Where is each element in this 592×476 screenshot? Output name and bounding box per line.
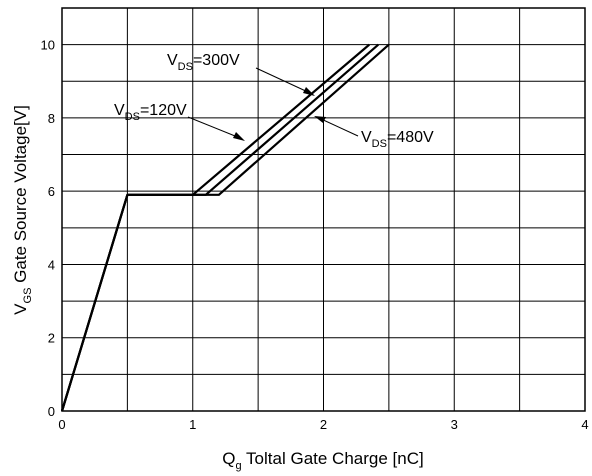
series-line-vds-480v [60,43,390,412]
y-tick-label: 0 [48,404,55,419]
x-tick-label: 2 [320,417,327,432]
leader-arrow-120v [233,132,245,141]
grid-lines [62,8,585,411]
y-tick-label: 10 [41,38,55,53]
leader-line-120v [187,116,241,139]
series-curves [60,43,390,412]
leader-arrow-480v [314,116,326,123]
annotation-vds-120v: VDS=120V [114,102,245,141]
x-tick-label: 3 [451,417,458,432]
y-tick-label: 6 [48,184,55,199]
leader-arrow-300v [303,87,315,96]
x-tick-label: 1 [189,417,196,432]
y-tick-label: 2 [48,331,55,346]
series-label-120v: VDS=120V [114,102,187,123]
leader-line-300v [255,67,311,94]
tick-labels: 0 1 2 3 4 0 2 4 6 8 10 [41,38,589,432]
y-axis-title: VGS Gate Source Voltage[V] [11,105,34,315]
x-axis-title: Qg Toltal Gate Charge [nC] [222,449,423,472]
annotation-vds-300v: VDS=300V [167,52,315,96]
plot-frame [61,7,586,412]
x-tick-label: 0 [58,417,65,432]
leader-line-480v [318,117,359,137]
x-tick-label: 4 [581,417,588,432]
annotation-vds-480v: VDS=480V [314,116,434,150]
y-tick-label: 8 [48,111,55,126]
y-tick-label: 4 [48,257,55,272]
series-label-480v: VDS=480V [361,129,434,150]
series-label-300v: VDS=300V [167,52,240,73]
